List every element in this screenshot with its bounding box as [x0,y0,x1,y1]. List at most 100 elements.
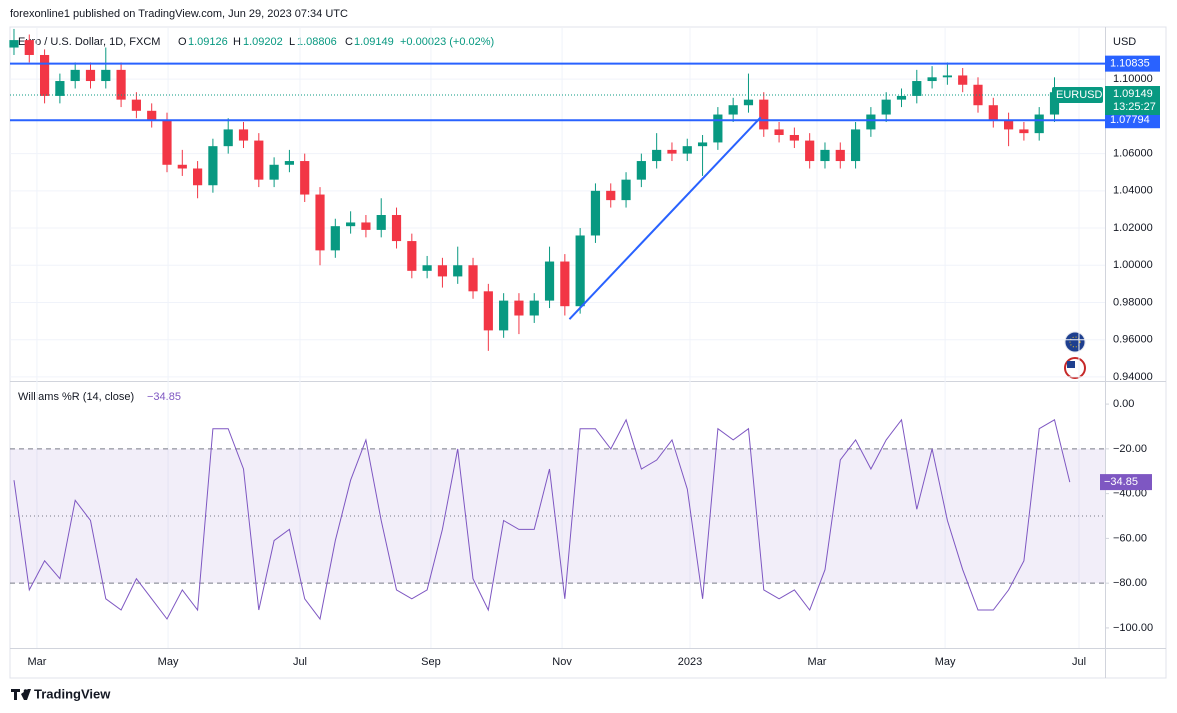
candle-body [254,140,264,180]
indicator-value-box [1100,474,1152,491]
candle-body [55,81,65,96]
candle-body [759,99,769,130]
candle-body [743,99,754,106]
level-price-tag [1105,55,1160,72]
candle-body [131,99,141,111]
candle-body [39,54,50,96]
candle-body [544,261,555,301]
candle-body [238,129,249,141]
candle-body [422,265,432,271]
candle-body [437,265,448,277]
x-tick-label: Mar [808,656,827,668]
candle-body [315,194,325,251]
candle-body [1004,120,1014,130]
currency-label: USD [1113,36,1136,48]
candle-body [575,235,585,307]
legend-key: O [178,36,187,48]
y-tick-label: −40.00 [1113,488,1147,500]
symbol-tag-box [1052,87,1103,104]
candle-body [973,84,983,106]
candle-body [147,110,157,121]
candle-body [805,140,815,162]
eu-stars [1069,336,1081,348]
legend-value: 1.08806 [297,36,337,48]
publisher-line: forexonline1 published on TradingView.co… [10,8,348,20]
candle-body [223,129,233,147]
candle-body [483,291,493,331]
candle-body [269,164,279,180]
x-tick-label: Jul [293,656,307,668]
candle-body [101,69,111,82]
candle-body [514,300,524,316]
eu-flag [1064,331,1086,353]
level-price-label: 1.10835 [1110,58,1150,70]
candle-body [162,120,172,165]
candle-body [1034,114,1044,134]
candle-body [9,40,19,48]
y-tick-label: 0.98000 [1113,296,1153,308]
candle-body [376,215,386,230]
candle-body [177,164,187,169]
candle-body [697,142,708,147]
candle-body [652,149,662,162]
candle-body [346,222,356,227]
candle-body [896,95,907,100]
candle-body [70,69,80,82]
legend-change: +0.00023 (+0.02%) [400,36,494,48]
candle-body [590,190,601,236]
candle-body [407,241,417,271]
y-tick-label: 0.96000 [1113,334,1153,346]
legend-key: C [345,36,353,48]
level-price-tag [1105,112,1160,129]
y-tick-label: 1.06000 [1113,148,1153,160]
indicator-pane: 0.00 −20.00 −40.00 −60.00 −80.00 −100.00 −34.8… [10,398,1153,634]
x-tick-label: Jul [1072,656,1086,668]
y-tick-label: −80.00 [1113,577,1147,589]
candle-body [942,75,952,78]
y-tick-label: −60.00 [1113,532,1147,544]
level-price-label: 1.07794 [1110,114,1150,126]
x-tick-label: May [935,656,956,668]
x-tick-label: Sep [421,656,441,668]
legend-key: H [233,36,241,48]
candle-body [1019,129,1029,134]
candle-body [208,146,218,186]
y-tick-label: 1.04000 [1113,185,1153,197]
candle-body [499,300,509,331]
us-canton [1067,361,1075,368]
candle-body [912,81,922,96]
legend-key: L [289,36,295,48]
last-price-label: 1.09149 [1113,88,1153,100]
y-tick-label: −100.00 [1113,622,1153,634]
brand-name: TradingView [34,686,111,701]
candle-body [988,105,998,121]
x-tick-label: Mar [27,656,46,668]
y-tick-label: −20.00 [1113,443,1147,455]
candle-body [300,161,310,195]
candle-body [361,222,371,230]
legend-value: 1.09202 [243,36,283,48]
symbol-tag: EURUSD [1056,89,1103,101]
candle-body [284,161,295,165]
candle-body [667,149,677,154]
candle-body [774,129,784,135]
candle-body [116,69,126,100]
y-tick-label: 1.10000 [1113,73,1153,85]
candle-body [713,114,723,143]
williams-line [13,418,1071,621]
ohlc-legend: O 1.09126 H 1.09202 L 1.08806 C 1.09149 … [178,36,494,48]
candle-body [850,129,861,162]
candle-body [927,77,937,82]
candle-body [866,114,876,130]
candle-body [529,300,539,316]
trendline [568,116,762,320]
x-tick-label: Nov [552,656,572,668]
y-tick-label: 1.02000 [1113,222,1153,234]
candle-body [24,40,34,55]
indicator-legend-value: −34.85 [147,391,181,403]
candle-body [193,168,203,186]
candle-body [606,190,616,201]
y-tick-label: 0.94000 [1113,371,1153,383]
